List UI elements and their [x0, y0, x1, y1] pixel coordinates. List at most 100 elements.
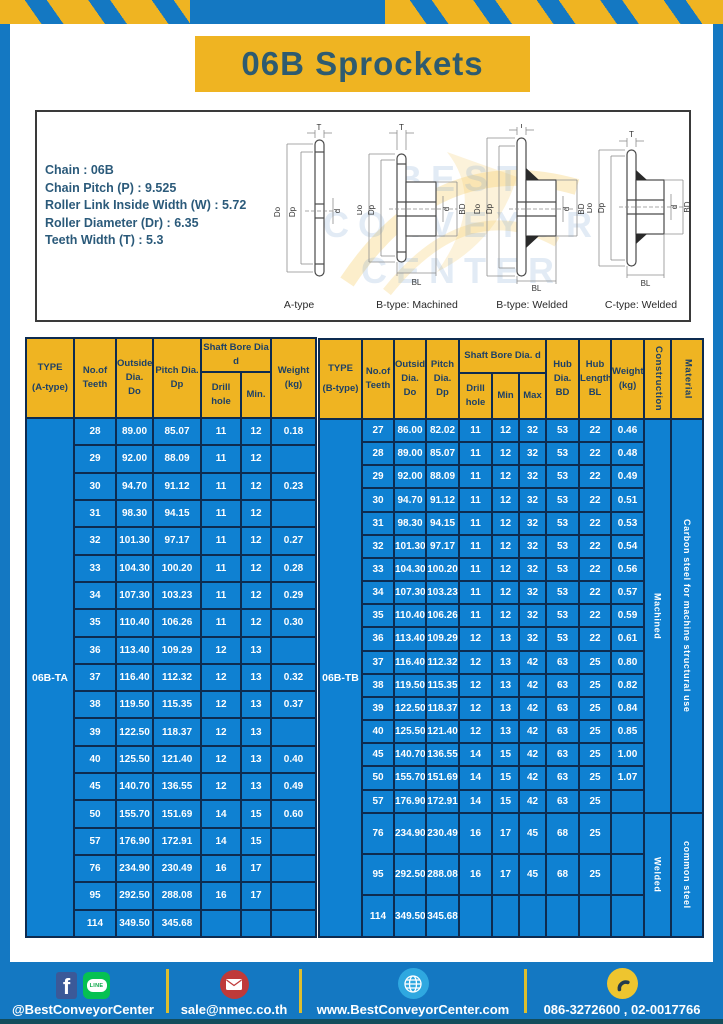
- cell-weight: [610, 811, 646, 856]
- cell-teeth: 30: [73, 471, 117, 501]
- cell-teeth: 45: [73, 772, 117, 802]
- diagram-a-type: T Do Dp d A-type: [249, 123, 349, 311]
- spec-line-roller-width: Roller Link Inside Width (W) : 5.72: [45, 198, 247, 212]
- cell-hub-dia: 53: [545, 441, 581, 467]
- cell-min: 12: [240, 498, 272, 529]
- dim-dp: Dp: [485, 203, 494, 214]
- cell-min: 12: [491, 417, 520, 444]
- cell-drill-hole: 11: [200, 444, 242, 474]
- hazard-stripes-right: [385, 0, 723, 24]
- cell-teeth: 37: [73, 662, 117, 693]
- cell-outside-dia: 98.30: [115, 498, 154, 529]
- cell-drill-hole: 12: [458, 626, 493, 652]
- cell-outside-dia: 119.50: [393, 672, 427, 698]
- header-weight: Weight (kg): [610, 338, 646, 420]
- cell-min: 12: [491, 580, 520, 606]
- cell-max: 32: [517, 441, 548, 467]
- cell-min: 12: [240, 553, 272, 583]
- footer-contact-bar: f LINE @BestConveyorCenter sale@nmec.co.…: [0, 962, 723, 1024]
- cell-weight: 0.30: [270, 608, 317, 638]
- table-b-header-row-2: Drill hole Min Max: [319, 372, 703, 420]
- cell-outside-dia: 119.50: [115, 690, 154, 720]
- hazard-stripes-left: [0, 0, 190, 24]
- table-b-row: 40 125.50 121.40 12 13 42 63 25 0.85: [319, 719, 703, 745]
- table-b-row: 45 140.70 136.55 14 15 42 63 25 1.00: [319, 742, 703, 768]
- cell-drill-hole: [200, 908, 242, 939]
- table-b-row: 37 116.40 112.32 12 13 42 63 25 0.80: [319, 649, 703, 675]
- cell-drill-hole: 12: [200, 772, 242, 802]
- cell-outside-dia: 92.00: [115, 444, 154, 474]
- cell-outside-dia: 176.90: [393, 788, 427, 814]
- cell-hub-length: 25: [578, 719, 613, 745]
- cell-pitch-dia: 103.23: [425, 580, 460, 606]
- cell-weight: 0.49: [270, 772, 317, 802]
- table-b-row: 95 292.50 288.08 16 17 45 68 25: [319, 853, 703, 897]
- cell-teeth: 45: [361, 742, 395, 768]
- cell-weight: 0.80: [610, 649, 646, 675]
- cell-teeth: 76: [73, 853, 117, 884]
- table-a-row: 50 155.70 151.69 14 15 0.60: [26, 799, 317, 829]
- header-shaft-bore-group: Shaft Bore Dia. d: [457, 338, 548, 374]
- table-a-row: 95 292.50 288.08 16 17: [26, 881, 317, 911]
- cell-teeth: 38: [361, 672, 395, 698]
- cell-max: 42: [517, 695, 548, 722]
- cell-drill-hole: 11: [458, 464, 493, 490]
- cell-outside-dia: 125.50: [393, 719, 427, 745]
- table-b-row: 31 98.30 94.15 11 12 32 53 22 0.53: [319, 510, 703, 536]
- cell-drill-hole: 11: [458, 580, 493, 606]
- cell-weight: 0.54: [610, 533, 646, 559]
- phone-icon: [606, 968, 638, 999]
- dim-t: T: [317, 124, 322, 132]
- cell-weight: 0.29: [270, 580, 317, 611]
- table-a-row: 114 349.50 345.68: [26, 908, 317, 939]
- cell-teeth: 29: [73, 444, 117, 474]
- cell-min: [491, 894, 520, 938]
- dim-d: d: [670, 205, 679, 209]
- cell-outside-dia: 89.00: [393, 441, 427, 467]
- cell-pitch-dia: 94.15: [152, 498, 202, 529]
- cell-weight: 0.18: [270, 416, 317, 447]
- cell-pitch-dia: 288.08: [425, 853, 460, 897]
- table-a-row: 31 98.30 94.15 11 12: [26, 498, 317, 529]
- header-weight: Weight (kg): [270, 337, 317, 419]
- cell-outside-dia: 292.50: [115, 881, 154, 911]
- cell-drill-hole: 11: [200, 553, 242, 583]
- cell-weight: [270, 908, 317, 939]
- line-bubble: LINE: [86, 979, 107, 992]
- cell-outside-dia: 140.70: [393, 742, 427, 768]
- cell-max: 32: [517, 533, 548, 559]
- chain-spec-list: Chain : 06B Chain Pitch (P) : 9.525 Roll…: [45, 162, 246, 250]
- cell-max: 32: [517, 464, 548, 490]
- footer-website-section: www.BestConveyorCenter.com: [302, 962, 524, 1024]
- sprocket-table-a-type: TYPE (A-type) No.of Teeth Outside Dia. D…: [25, 337, 317, 939]
- cell-max: 32: [517, 556, 548, 583]
- diagram-b-type-welded: T Do Dp d BD BL B-type: Welded: [473, 121, 591, 311]
- cell-min: 12: [491, 487, 520, 513]
- header-min: Min: [491, 372, 520, 420]
- table-a-header-row-1: TYPE (A-type) No.of Teeth Outside Dia. D…: [25, 337, 317, 419]
- cell-hub-dia: 63: [545, 672, 581, 698]
- cell-hub-dia: 53: [545, 464, 581, 490]
- cell-pitch-dia: 118.37: [425, 695, 460, 722]
- cell-weight: [270, 635, 317, 665]
- cell-min: 12: [491, 603, 520, 629]
- cell-weight: [270, 498, 317, 529]
- cell-min: [240, 908, 272, 939]
- cell-hub-dia: 63: [545, 788, 581, 814]
- cell-outside-dia: 116.40: [393, 649, 427, 675]
- cell-weight: 0.60: [270, 799, 317, 829]
- header-material: Material: [670, 338, 705, 420]
- cell-max: 32: [517, 510, 548, 536]
- diagram-label-b-machined: B-type: Machined: [376, 299, 458, 311]
- cell-drill-hole: 14: [458, 742, 493, 768]
- cell-drill-hole: 12: [200, 717, 242, 747]
- cell-teeth: 29: [361, 464, 395, 490]
- footer-phone-section: 086-3272600 , 02-0017766: [527, 962, 717, 1024]
- cell-drill-hole: 11: [458, 487, 493, 513]
- header-shaft-bore-group: Shaft Bore Dia d: [200, 337, 272, 373]
- cell-outside-dia: 176.90: [115, 826, 154, 857]
- cell-min: 13: [240, 662, 272, 693]
- cell-pitch-dia: 88.09: [152, 444, 202, 474]
- cell-weight: [610, 894, 646, 938]
- cell-hub-length: 22: [578, 556, 613, 583]
